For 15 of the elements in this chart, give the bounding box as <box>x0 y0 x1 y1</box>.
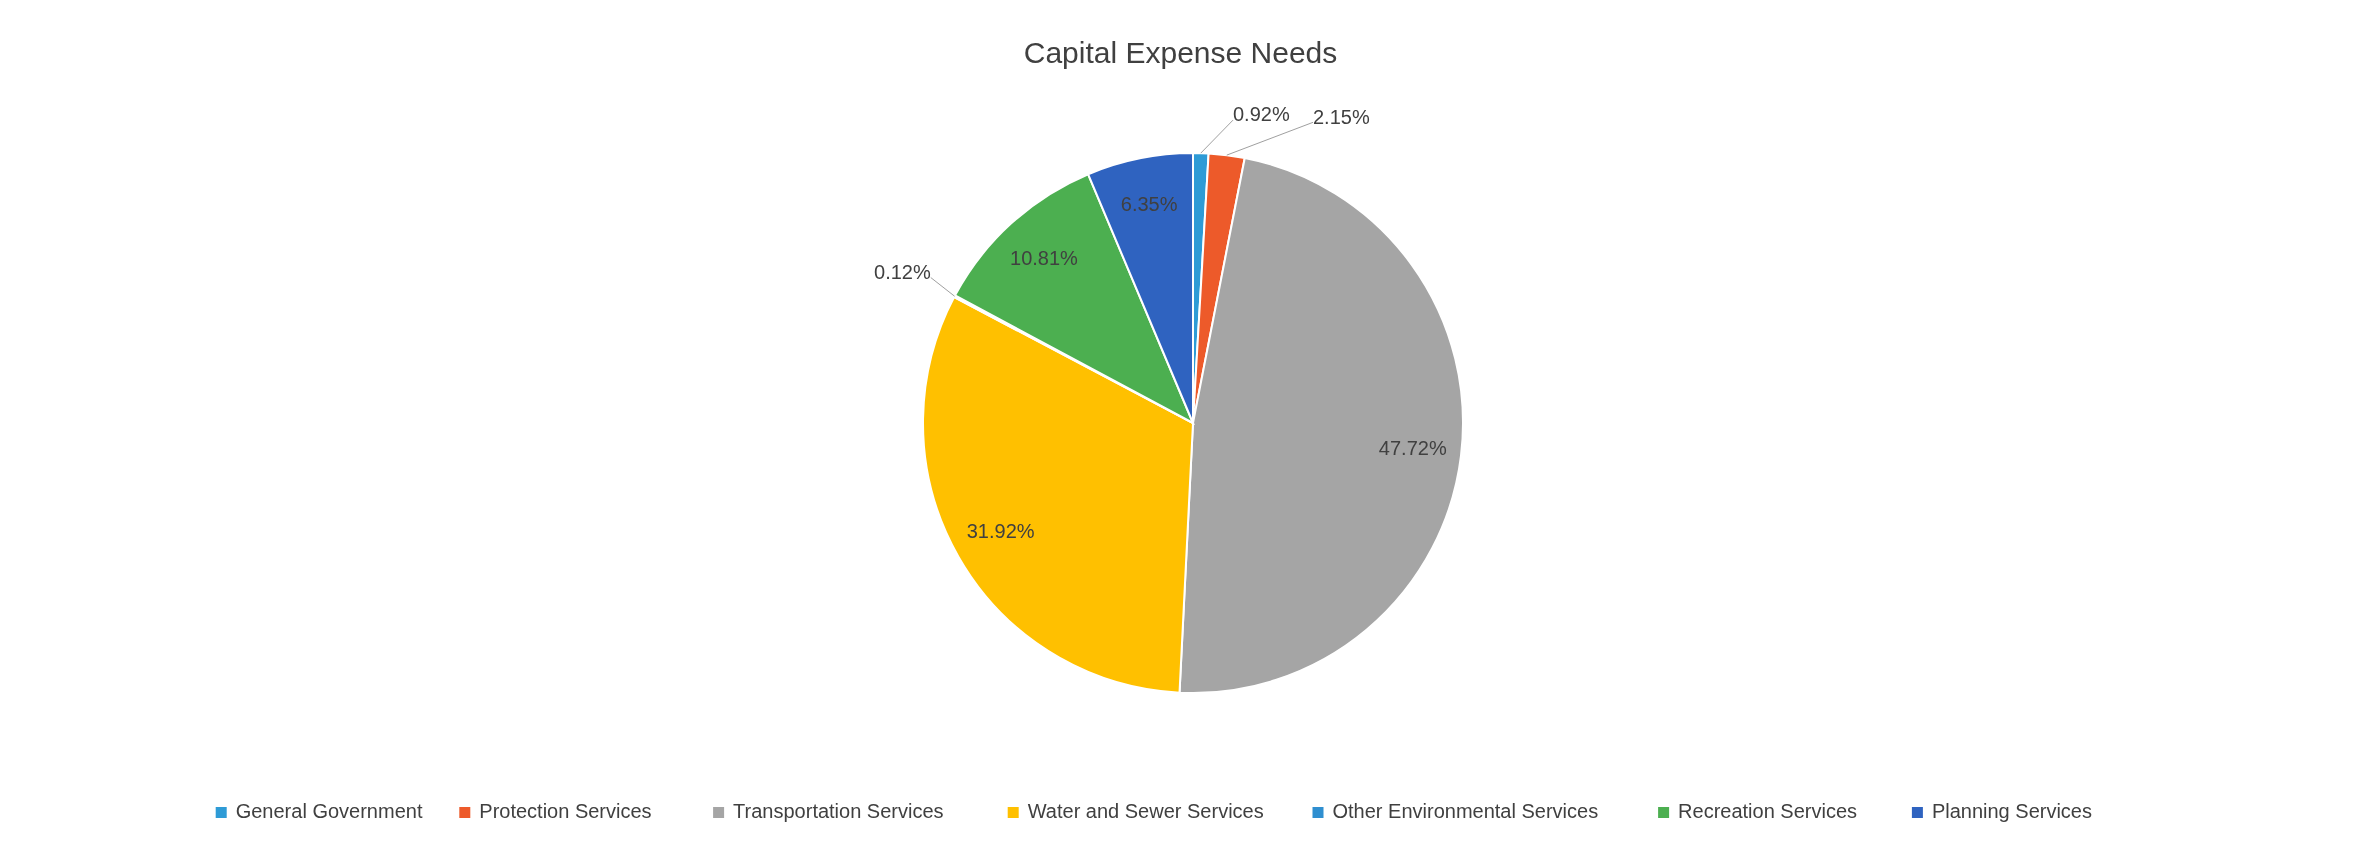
legend-label: Other Environmental Services <box>1332 800 1599 823</box>
legend-label: Recreation Services <box>1678 800 1858 823</box>
chart-title: Capital Expense Needs <box>1023 36 1338 69</box>
data-label: 0.12% <box>874 260 931 283</box>
legend-label: Water and Sewer Services <box>1027 800 1264 823</box>
legend-label: Planning Services <box>1931 800 2092 823</box>
data-label: 2.15% <box>1313 105 1370 128</box>
legend-label: Transportation Services <box>733 800 944 823</box>
legend-label: General Government <box>235 800 423 823</box>
legend-label: Protection Services <box>479 800 652 823</box>
data-label: 10.81% <box>1010 246 1079 269</box>
data-label: 31.92% <box>966 519 1035 542</box>
data-label: 47.72% <box>1378 437 1447 460</box>
data-label: 6.35% <box>1120 193 1178 216</box>
data-label: 0.92% <box>1233 103 1290 126</box>
